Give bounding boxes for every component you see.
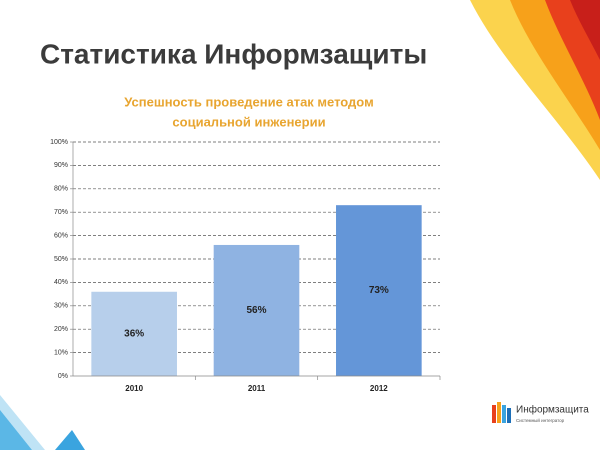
value-label: 36% (124, 329, 144, 340)
logo-icon (502, 405, 506, 423)
chart-title: социальной инженерии (172, 114, 325, 129)
chart-title: Успешность проведение атак методом (124, 94, 373, 109)
chart: 0% 10% 20% 30% 40% 50% 60% 70% 80% 90% 100% 36% 2010… (50, 139, 441, 393)
logo-icon (507, 408, 511, 423)
y-tick-label: 90% (54, 162, 68, 169)
y-tick-label: 30% (54, 303, 68, 310)
decoration-top-right (470, 0, 600, 180)
logo: Информзащита Системный интегратор (492, 402, 589, 423)
swoosh (570, 0, 600, 60)
y-tick-label: 40% (54, 279, 68, 286)
value-label: 73% (369, 285, 389, 296)
logo-name: Информзащита (516, 404, 589, 416)
y-tick-label: 50% (54, 256, 68, 263)
triangle (0, 410, 32, 450)
y-tick-label: 80% (54, 186, 68, 193)
y-tick-label: 60% (54, 232, 68, 239)
bar (91, 291, 177, 376)
value-label: 56% (246, 305, 266, 316)
y-tick-label: 0% (58, 373, 68, 380)
logo-tagline: Системный интегратор (516, 417, 565, 423)
logo-icon (492, 405, 496, 423)
decoration-bottom-left (0, 395, 85, 450)
y-tick-label: 10% (54, 349, 68, 356)
x-tick-label: 2012 (370, 384, 388, 393)
bar (213, 244, 300, 376)
y-tick-label: 100% (50, 139, 68, 146)
y-tick-label: 20% (54, 326, 68, 333)
triangle (55, 430, 85, 450)
y-tick-label: 70% (54, 209, 68, 216)
x-tick-label: 2011 (248, 384, 266, 393)
x-tick-label: 2010 (125, 384, 143, 393)
bar (336, 205, 422, 376)
logo-icon (497, 402, 501, 423)
slide-title: Статистика Информзащиты (40, 38, 427, 69)
